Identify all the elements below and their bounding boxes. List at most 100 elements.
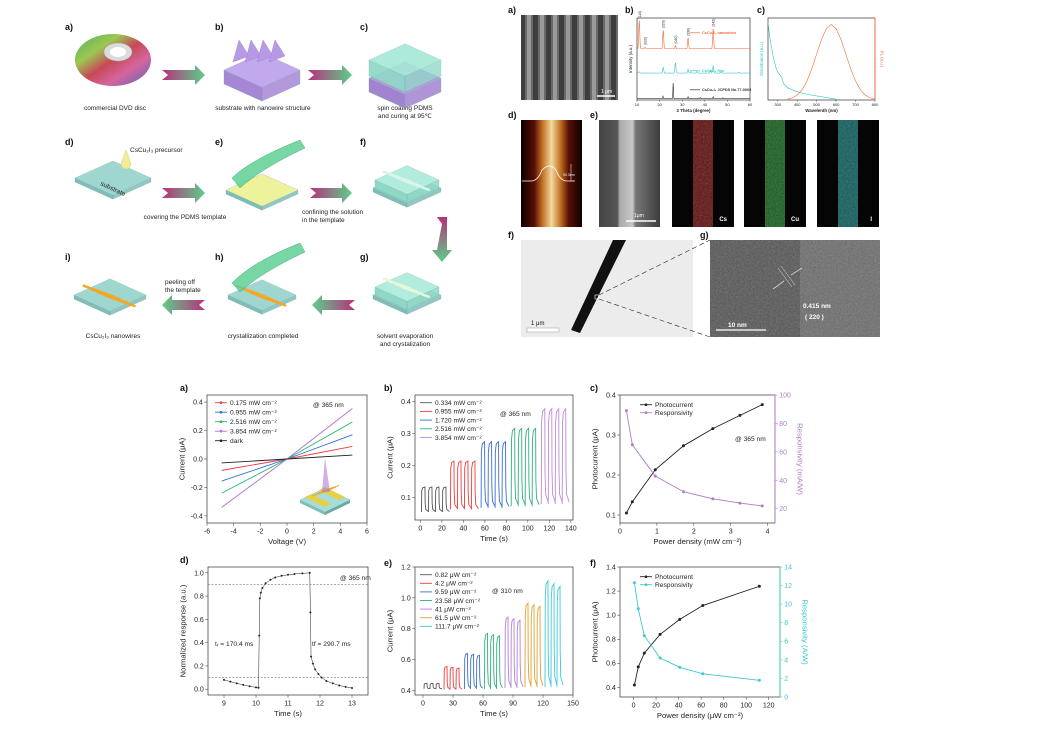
step-label-f: f)	[360, 137, 366, 147]
series-responsivity	[626, 410, 763, 507]
x-tick-label: 400	[794, 102, 801, 107]
process-arrow	[432, 217, 452, 262]
legend-label: CsCu₂I₃ JCPDS No.77-0069	[702, 88, 751, 92]
x-tick-label: 120	[537, 701, 549, 708]
y-tick-label: 0.4	[606, 392, 616, 399]
y-tick-label: 0.6	[606, 661, 616, 668]
precursor-label: CsCu₂I₃ precursor	[130, 147, 183, 154]
hrtem-scalebar-label: 10 nm	[728, 322, 747, 329]
peeling-label: the template	[165, 287, 201, 294]
x-tick-label: 2	[312, 529, 316, 536]
series-photocurrent	[626, 404, 763, 514]
data-point	[701, 604, 705, 608]
confined-template-illustration	[374, 165, 440, 203]
x-tick-label: 800	[872, 102, 879, 107]
nanowire-substrate-illustration	[223, 39, 301, 102]
series-pl	[787, 24, 876, 100]
x-tick-label: 600	[833, 102, 840, 107]
y-tick-label: 0.6	[401, 657, 411, 664]
peak-label: (330)	[687, 28, 691, 36]
data-point	[269, 578, 272, 581]
annotation: tf = 290.7 ms	[312, 641, 351, 648]
series-2-516-mw-cm-	[510, 427, 540, 507]
process-arrow	[310, 183, 352, 203]
x-tick-label: 0	[421, 701, 425, 708]
series-0-82-w-cm-	[423, 682, 443, 690]
legend-label: dark	[230, 438, 244, 445]
legend-label: 23.58 μW cm⁻²	[435, 598, 481, 605]
step-label-b: b)	[215, 22, 224, 32]
data-point	[331, 682, 334, 685]
legend-label: 0.334 mW cm⁻²	[435, 400, 482, 407]
pdms-template-flap	[231, 139, 306, 189]
x-tick-label: 0	[632, 703, 636, 710]
confining-label: confining the solution	[302, 209, 363, 216]
y-axis-label: Photocurrent (μA)	[591, 601, 600, 662]
data-point	[658, 632, 662, 636]
x-axis-label: Time (s)	[480, 534, 508, 543]
panel-label-e: e)	[590, 110, 598, 120]
y-tick-label: 0.8	[606, 637, 616, 644]
y-tick-label: 1.0	[606, 613, 616, 620]
nanowire-tem	[571, 240, 626, 333]
legend-label: Photocurrent	[655, 402, 693, 409]
y-tick-label: 0.2	[606, 472, 616, 479]
step-label-e: e)	[215, 137, 223, 147]
x-tick-label: 9	[222, 701, 226, 708]
peeling-label: peeling off	[165, 279, 195, 286]
chart-panel-label-e: e)	[384, 558, 392, 568]
data-point	[309, 611, 312, 614]
legend-label: Responsivity	[655, 582, 693, 589]
x-tick-label: 500	[813, 102, 820, 107]
data-point	[701, 672, 705, 676]
x-axis-label: Power density (μW cm⁻²)	[657, 711, 744, 720]
data-point	[624, 511, 628, 515]
x-tick-label: 10	[635, 102, 640, 107]
y2-tick-label: 6	[784, 639, 788, 646]
data-point	[681, 490, 685, 494]
x-axis-label: Time (s)	[274, 709, 302, 718]
y2-tick-label: 80	[779, 421, 787, 428]
y-tick-label: -0.2	[191, 485, 203, 492]
y2-tick-label: 14	[784, 564, 792, 571]
data-point	[248, 685, 251, 688]
y-tick-label: 0.3	[401, 431, 411, 438]
legend-label: 9.59 μW cm⁻²	[435, 589, 477, 596]
legend-label: 61.5 μW cm⁻²	[435, 615, 477, 622]
eds-sem-image	[599, 120, 660, 227]
x-tick-label: 300	[774, 102, 781, 107]
lattice-arrow	[790, 267, 803, 276]
series-cscu-i-jcpds-no-77-0069	[637, 82, 750, 100]
chart-power-310: 0 20 40 60 80 100 120 0.4 0.6 0.8 1.0 1.2 1.4 0 2 4 6 8 10…	[591, 564, 810, 720]
process-arrow	[162, 65, 205, 85]
data-point	[760, 403, 764, 407]
data-point	[338, 684, 341, 687]
tem-scalebar-label: 1 μm	[531, 321, 544, 327]
legend-label: 3.854 mW cm⁻²	[435, 435, 482, 442]
series-111-7-w-cm-	[544, 579, 564, 688]
legend-label: 4.2 μW cm⁻²	[435, 581, 473, 588]
peak-label: (110)	[638, 11, 642, 19]
chart-power-365: 0 1 2 3 4 0.1 0.2 0.3 0.4 20 40 60 80 100 Power densit…	[591, 392, 805, 546]
x-tick-label: -2	[257, 529, 263, 536]
data-point	[325, 680, 328, 683]
chart-panel-label-a: a)	[180, 383, 188, 393]
chart-it-310: 0 30 60 90 120 150 0.4 0.6 0.8 1.0 1.2 Time (s) Curr…	[386, 564, 579, 718]
x-axis-label: Voltage (V)	[268, 537, 306, 546]
y-tick-label: 0.4	[194, 640, 204, 647]
x-tick-label: 4	[338, 529, 342, 536]
y-tick-label: 0.3	[606, 432, 616, 439]
data-point	[311, 662, 314, 665]
zoom-region-marker	[594, 294, 600, 300]
eds-map-cu: Cu	[744, 120, 806, 227]
evaporation-template-illustration	[374, 272, 440, 310]
legend-label: CsCu₂I₃ nanowires	[702, 31, 736, 35]
x-tick-label: 2	[692, 529, 696, 536]
series-41-w-cm-	[504, 615, 524, 689]
y-axis-label: Intensity (a.u.)	[628, 45, 633, 73]
data-point	[287, 573, 289, 576]
step-label-g: g)	[360, 252, 369, 262]
data-point	[658, 656, 662, 660]
data-point	[678, 665, 682, 669]
y2-tick-label: 100	[779, 392, 791, 399]
